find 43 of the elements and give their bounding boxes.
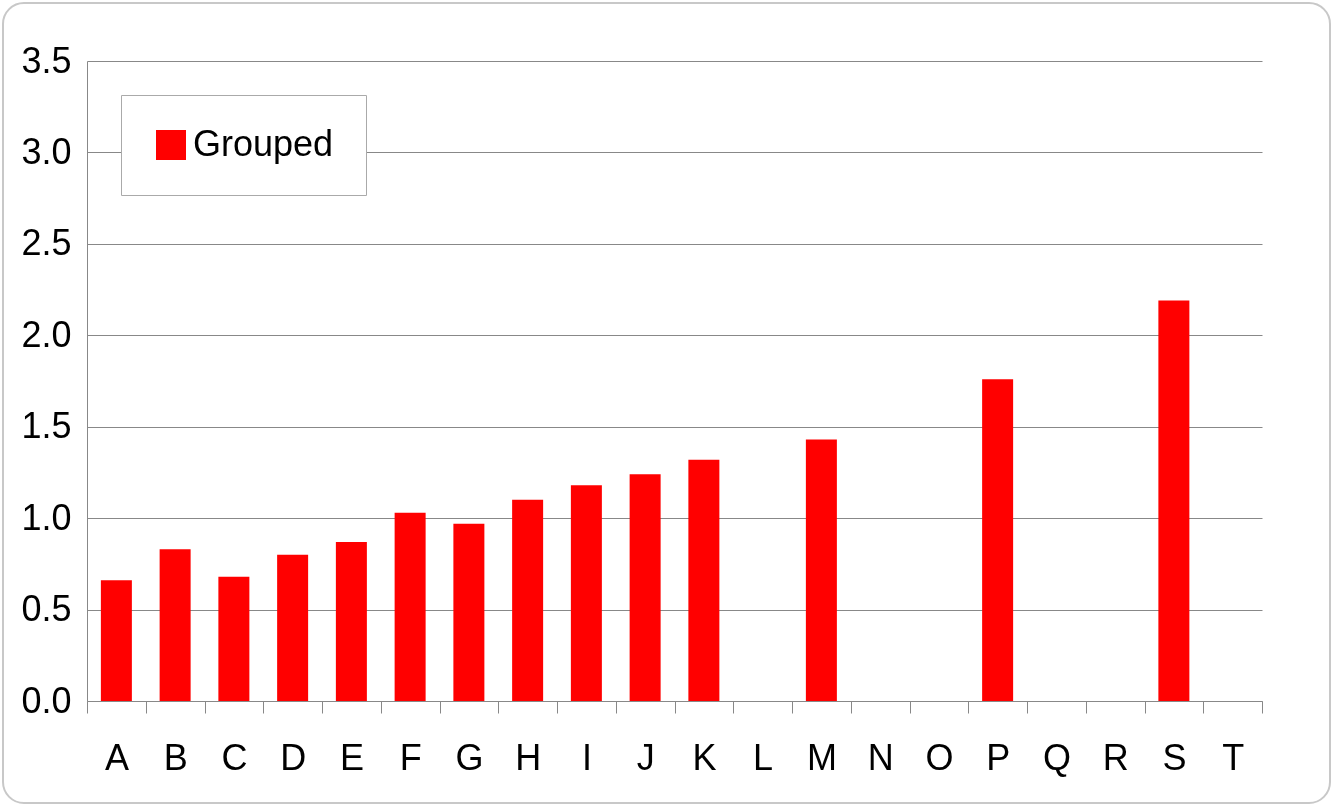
- x-tick-label: N: [867, 736, 894, 778]
- y-tick-label: 1.5: [21, 405, 72, 447]
- bar: [159, 549, 191, 701]
- bar: [453, 523, 485, 701]
- x-tick-label: M: [806, 736, 837, 778]
- bar: [100, 580, 132, 701]
- x-tick-label: F: [399, 736, 422, 778]
- y-tick-label: 0.0: [21, 679, 72, 721]
- bar: [688, 459, 720, 701]
- x-tick-label: C: [221, 736, 248, 778]
- x-tick-label: D: [280, 736, 307, 778]
- y-tick-label: 0.5: [21, 588, 72, 630]
- bar: [570, 485, 602, 701]
- x-tick-label: G: [455, 736, 484, 778]
- y-tick-label: 3.5: [21, 39, 72, 81]
- bar: [1158, 300, 1190, 701]
- x-tick-label: J: [636, 736, 655, 778]
- x-tick-label: B: [163, 736, 188, 778]
- y-tick-label: 1.0: [21, 496, 72, 538]
- bar: [335, 541, 367, 701]
- x-tick-label: K: [692, 736, 717, 778]
- bar: [394, 512, 426, 701]
- x-tick-label: R: [1102, 736, 1129, 778]
- x-tick-label: L: [753, 736, 774, 778]
- x-tick-label: A: [104, 736, 129, 778]
- x-tick-label: S: [1162, 736, 1187, 778]
- x-tick-label: O: [925, 736, 954, 778]
- bar: [218, 576, 250, 701]
- x-tick-label: I: [581, 736, 592, 778]
- bar: [629, 474, 661, 701]
- bar: [805, 439, 837, 701]
- x-tick-label: E: [339, 736, 364, 778]
- legend-label: Grouped: [193, 123, 334, 164]
- y-tick-label: 2.5: [21, 222, 72, 264]
- x-tick-label: H: [515, 736, 542, 778]
- bar: [277, 554, 309, 701]
- y-tick-label: 3.0: [21, 130, 72, 172]
- x-tick-label: T: [1222, 736, 1245, 778]
- x-tick-label: P: [986, 736, 1011, 778]
- y-tick-label: 2.0: [21, 313, 72, 355]
- x-tick-label: Q: [1042, 736, 1071, 778]
- bar: [512, 499, 544, 701]
- bar: [982, 379, 1014, 701]
